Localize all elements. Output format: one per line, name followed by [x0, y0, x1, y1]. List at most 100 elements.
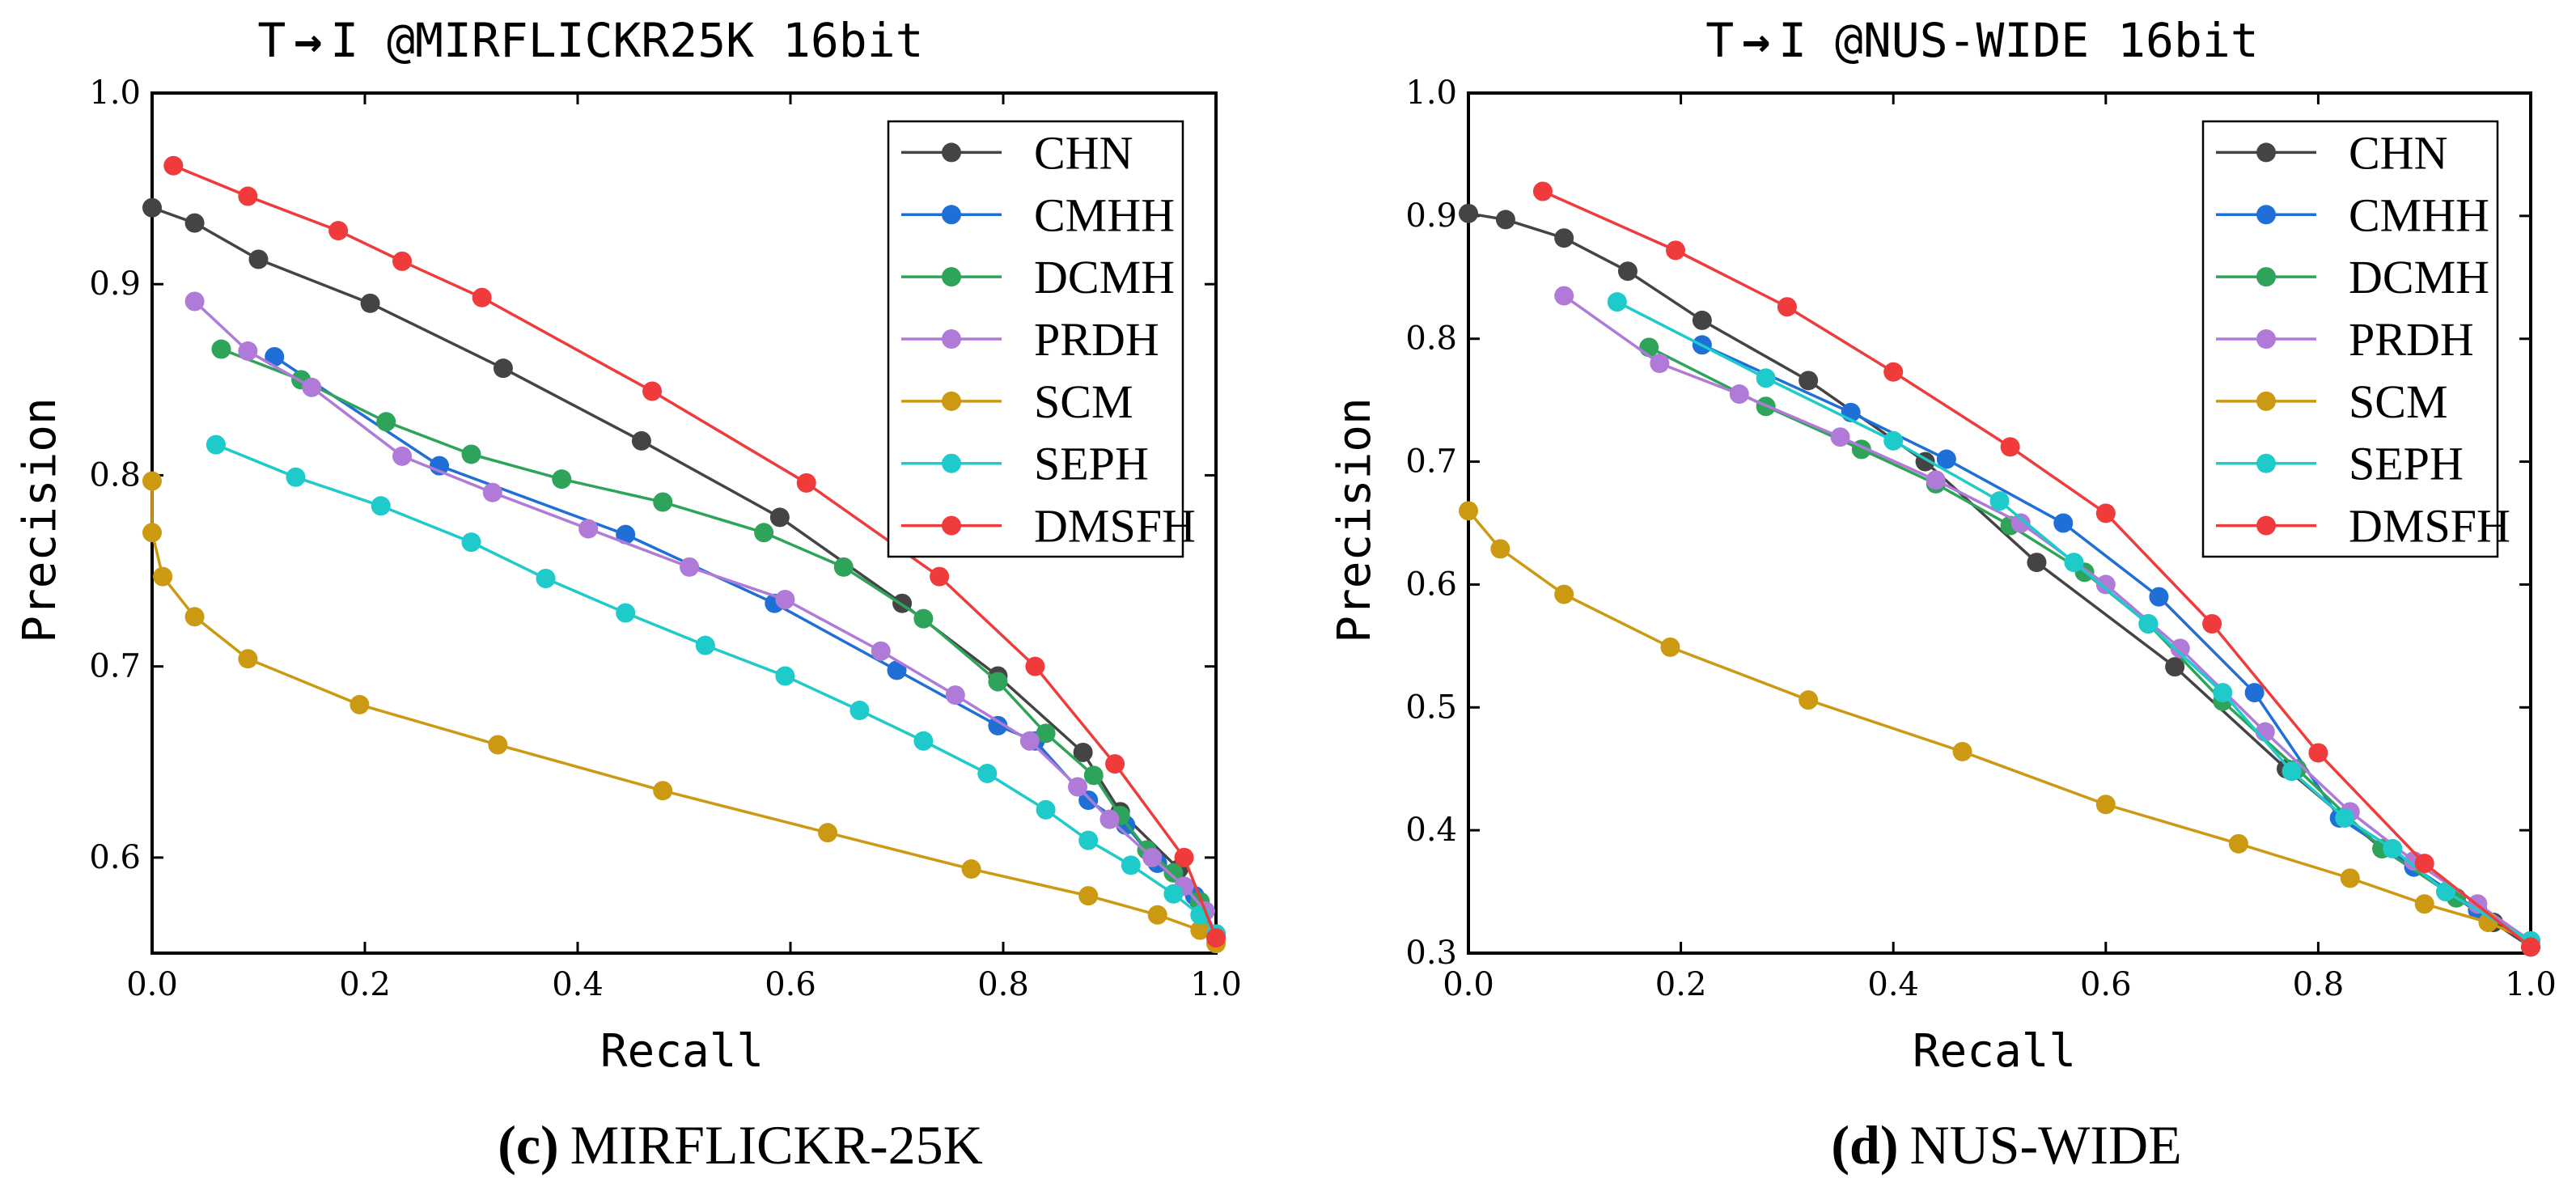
x-tick-label: 0.4: [552, 966, 604, 1003]
data-point-seph: [371, 496, 391, 516]
x-tick-label: 0.0: [1443, 966, 1494, 1003]
data-point-seph: [1989, 491, 2010, 511]
data-point-scm: [142, 471, 162, 491]
data-point-prdh: [184, 291, 205, 312]
legend-swatch-marker: [2256, 329, 2276, 349]
x-axis-label-mirflickr: Recall: [600, 1025, 764, 1078]
x-axis-label-nuswide: Recall: [1913, 1025, 2076, 1078]
data-point-dmsfh: [1025, 656, 1045, 676]
chart-panel-nuswide: T → I @NUS-WIDE 16bit Precision Recall 0.0…: [1328, 13, 2557, 1176]
legend-label-prdh: PRDH: [1034, 313, 1159, 366]
data-point-seph: [461, 532, 481, 553]
legend-swatch-marker: [942, 453, 961, 473]
data-point-chn: [2027, 553, 2047, 573]
data-point-prdh: [680, 557, 700, 577]
data-point-seph: [1756, 368, 1776, 388]
data-point-prdh: [775, 589, 795, 609]
data-point-prdh: [578, 519, 599, 539]
data-point-scm: [1459, 501, 1478, 521]
y-tick-label: 0.5: [1405, 689, 1457, 726]
legend-nuswide: CHN CMHH DCMH PRDH SCM SEPH DMSFH: [2201, 120, 2510, 558]
data-point-dmsfh: [1532, 181, 1553, 201]
data-point-scm: [1554, 584, 1574, 604]
data-point-dcmh: [653, 492, 673, 512]
data-point-chn: [1617, 261, 1638, 282]
chart-title-mirflickr: T → I @MIRFLICKR25K 16bit: [257, 13, 923, 68]
data-point-dcmh: [1163, 863, 1184, 883]
data-point-dmsfh: [2521, 937, 2540, 957]
y-tick-label: 0.3: [1405, 935, 1457, 972]
data-point-cmhh: [1078, 790, 1099, 811]
x-tick-label: 0.8: [977, 966, 1029, 1003]
data-point-dmsfh: [1105, 754, 1125, 774]
data-point-seph: [1883, 430, 1904, 451]
data-point-scm: [184, 607, 205, 627]
data-point-seph: [1078, 830, 1099, 850]
data-point-dcmh: [211, 339, 231, 359]
y-axis-label-nuswide: Precision: [1328, 397, 1381, 642]
legend-swatch-marker: [942, 267, 961, 287]
y-tick-label: 0.7: [89, 648, 141, 685]
legend-label-chn: CHN: [1034, 126, 1133, 179]
x-tick-label: 0.8: [2293, 966, 2345, 1003]
data-point-dmsfh: [1666, 240, 1686, 261]
data-point-dcmh: [461, 444, 481, 464]
data-point-seph: [775, 666, 795, 686]
data-point-chn: [769, 507, 790, 528]
y-tick-label: 0.9: [89, 265, 141, 303]
data-point-prdh: [302, 377, 322, 397]
legend-swatch-marker: [2256, 267, 2276, 287]
data-point-prdh: [1019, 731, 1040, 751]
legend-mirflickr: CHN CMHH DCMH PRDH SCM SEPH DMSFH: [887, 120, 1196, 558]
data-point-chn: [360, 293, 380, 313]
data-point-dmsfh: [2095, 503, 2116, 523]
y-tick-label: 0.9: [1405, 197, 1457, 235]
data-point-dmsfh: [642, 381, 663, 401]
legend-swatch-marker: [942, 391, 961, 411]
data-point-scm: [2414, 894, 2434, 914]
data-point-dcmh: [913, 608, 934, 629]
legend-label-scm: SCM: [1034, 375, 1133, 428]
axes-nuswide: 0.0 0.2 0.4 0.6 0.8 1.0 0.3 0.4 0.5 0.6 0.7 0.8 0.9 1…: [1405, 74, 2556, 1003]
data-point-seph: [2138, 614, 2159, 634]
data-point-prdh: [1142, 847, 1163, 867]
legend-swatch-marker: [2256, 453, 2276, 473]
legend-swatch-marker: [2256, 391, 2276, 411]
data-point-seph: [2213, 683, 2233, 703]
data-point-scm: [1147, 905, 1167, 925]
y-tick-label: 1.0: [89, 74, 141, 112]
series-layer: [142, 155, 1226, 954]
data-point-chn: [1495, 210, 1515, 230]
data-point-seph: [695, 635, 715, 655]
data-point-chn: [493, 358, 513, 379]
data-point-prdh: [1729, 384, 1749, 405]
data-point-dmsfh: [328, 221, 349, 241]
data-point-scm: [653, 781, 673, 801]
data-point-dcmh: [833, 557, 854, 577]
title-arrow-glyph: →: [1742, 13, 1770, 68]
data-point-dcmh: [1083, 765, 1104, 786]
data-point-prdh: [2170, 638, 2190, 659]
data-point-seph: [205, 434, 226, 455]
data-point-scm: [2095, 795, 2116, 815]
data-point-prdh: [482, 482, 502, 502]
legend-label-dmsfh: DMSFH: [2349, 500, 2510, 553]
data-point-seph: [977, 763, 998, 783]
data-point-dcmh: [1036, 723, 1056, 744]
legend-label-scm: SCM: [2349, 375, 2448, 428]
data-point-cmhh: [616, 524, 636, 545]
data-point-cmhh: [887, 660, 907, 680]
data-point-seph: [2383, 838, 2403, 858]
data-point-seph: [1607, 292, 1627, 312]
legend-label-dcmh: DCMH: [2349, 251, 2489, 303]
legend-swatch-marker: [942, 142, 961, 163]
data-point-dmsfh: [1883, 362, 1904, 382]
x-tick-label: 0.6: [2080, 966, 2132, 1003]
x-tick-label: 0.2: [339, 966, 391, 1003]
data-point-chn: [1459, 203, 1478, 223]
legend-swatch-marker: [942, 515, 961, 536]
data-point-chn: [2165, 657, 2185, 677]
data-point-seph: [536, 569, 556, 589]
data-point-chn: [248, 249, 269, 269]
